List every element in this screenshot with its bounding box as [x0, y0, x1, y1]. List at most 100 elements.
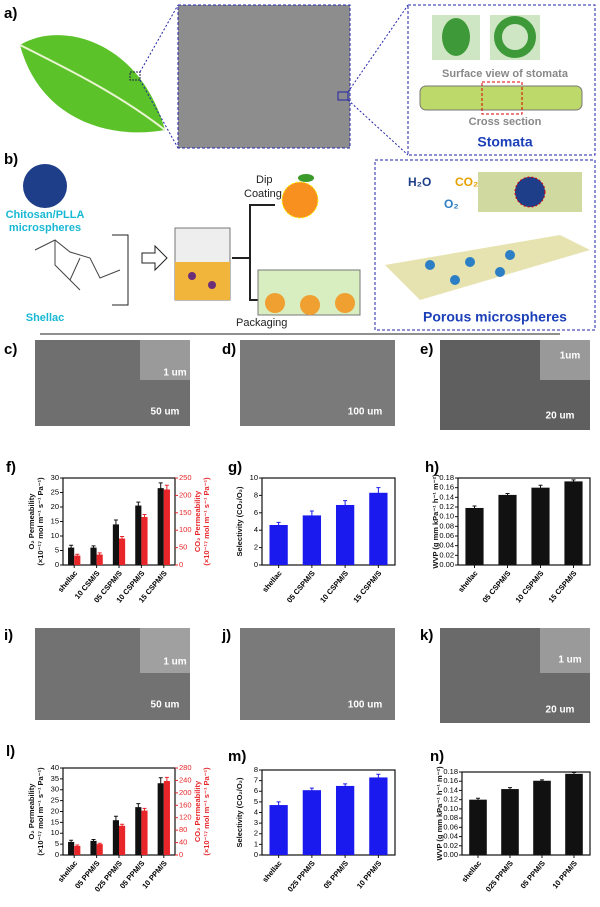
panel-label: k) [420, 627, 433, 644]
bar [533, 780, 551, 855]
error-bar [376, 773, 381, 782]
orange [300, 295, 320, 315]
bar [335, 785, 355, 855]
axis-label: CO₂ Permeability [193, 490, 202, 552]
y-tick-label: 0 [55, 560, 59, 569]
stoma [494, 16, 536, 58]
y-tick-label: 6 [254, 786, 258, 795]
y2-tick-label: 0 [179, 850, 183, 859]
bar [269, 805, 288, 855]
y-tick-label: 0.10 [439, 512, 454, 521]
x-tick-label: 05 CSPM/S [285, 569, 317, 605]
y-tick-label: 6 [254, 508, 258, 517]
bar [498, 494, 517, 565]
chart-title: h) [425, 459, 439, 476]
microsphere [505, 250, 515, 260]
error-bar [142, 807, 147, 814]
bar [112, 820, 119, 855]
bar [269, 524, 288, 565]
scale-bar-label: 20 um [546, 705, 575, 716]
arrow [141, 244, 168, 272]
bar [96, 554, 103, 565]
chemical-structure [34, 239, 121, 291]
cross-section [419, 85, 583, 111]
caption: Dip [256, 174, 273, 186]
x-tick-label: shellac [456, 569, 479, 594]
stoma [442, 18, 470, 56]
y-tick-label: 4 [254, 525, 258, 534]
y-tick-label: 15 [51, 516, 59, 525]
bar [163, 781, 170, 855]
scale-bar-label: 100 um [348, 407, 383, 418]
y-tick-label: 0.14 [443, 785, 458, 794]
panel-label: i) [4, 627, 13, 644]
chart-title: l) [6, 743, 15, 760]
chart-title: f) [6, 459, 16, 476]
y-tick-label: 0 [55, 850, 59, 859]
zoom-box [129, 71, 141, 81]
y-tick-label: 0.10 [443, 804, 458, 813]
scale-bar-label: 20 um [546, 411, 575, 422]
y-tick-label: 40 [51, 763, 59, 772]
y2-tick-label: 50 [179, 543, 187, 552]
error-bar [91, 545, 96, 550]
error-bar [276, 801, 281, 809]
axis-label: WVP (g mm kPa⁻¹ h⁻¹ m⁻²) [431, 474, 440, 569]
axis-label: (×10⁻¹⁷ mol m⁻¹ s⁻¹ Pa⁻¹) [202, 477, 211, 566]
error-bar [164, 776, 169, 786]
bar [335, 504, 355, 565]
film [385, 235, 590, 300]
bar [369, 777, 388, 855]
bar [135, 807, 142, 855]
error-bar [276, 521, 281, 529]
zoom-line [139, 4, 179, 73]
error-bar [113, 519, 118, 530]
caption: Packaging [236, 317, 287, 329]
y2-tick-label: 250 [179, 473, 192, 482]
error-bar [75, 844, 80, 848]
error-bar [158, 482, 163, 494]
y-tick-label: 5 [254, 797, 258, 806]
x-tick-label: 025 PPM/S [286, 859, 317, 894]
bar [302, 515, 322, 565]
x-tick-label: 10 PPM/S [550, 859, 579, 891]
caption: H₂O [408, 175, 431, 189]
x-tick-label: 05 PPM/S [322, 859, 351, 891]
axis-label: Selectivity (CO₂/O₂) [235, 486, 244, 557]
x-tick-label: 15 CSPM/S [351, 569, 383, 605]
axis-label: (×10⁻¹⁷ mol m⁻¹ s⁻¹ Pa⁻¹) [36, 477, 45, 566]
y-tick-label: 20 [51, 502, 59, 511]
panel-label: e) [420, 341, 433, 358]
error-bar [508, 787, 512, 791]
solution [175, 262, 230, 300]
error-bar [142, 514, 147, 520]
zoom-line [347, 4, 409, 93]
bar [68, 841, 75, 855]
sem-image [177, 4, 351, 149]
x-tick-label: shellac [260, 569, 283, 594]
error-bar [97, 842, 102, 846]
bar [302, 790, 322, 855]
y-tick-label: 0.02 [443, 841, 458, 850]
x-tick-label: 05 PPM/S [518, 859, 547, 891]
y-tick-label: 3 [254, 818, 258, 827]
y2-tick-label: 100 [179, 525, 192, 534]
caption: Cross section [469, 116, 542, 128]
y-tick-label: 7 [254, 776, 258, 785]
scale-bar-label: 100 um [348, 700, 383, 711]
error-bar [572, 771, 576, 776]
y2-tick-label: 200 [179, 490, 192, 499]
y-tick-label: 30 [51, 785, 59, 794]
x-tick-label: 05 CSPM/S [480, 569, 512, 605]
y-tick-label: 5 [55, 839, 59, 848]
bar [68, 547, 75, 565]
error-bar [571, 479, 576, 484]
error-bar [309, 510, 314, 521]
error-bar [538, 484, 543, 491]
y-tick-label: 0.06 [443, 822, 458, 831]
y-tick-label: 0.16 [443, 776, 458, 785]
bar [531, 487, 550, 565]
bar [369, 492, 388, 565]
y-tick-label: 0 [254, 560, 258, 569]
y-tick-label: 0.00 [443, 850, 458, 859]
